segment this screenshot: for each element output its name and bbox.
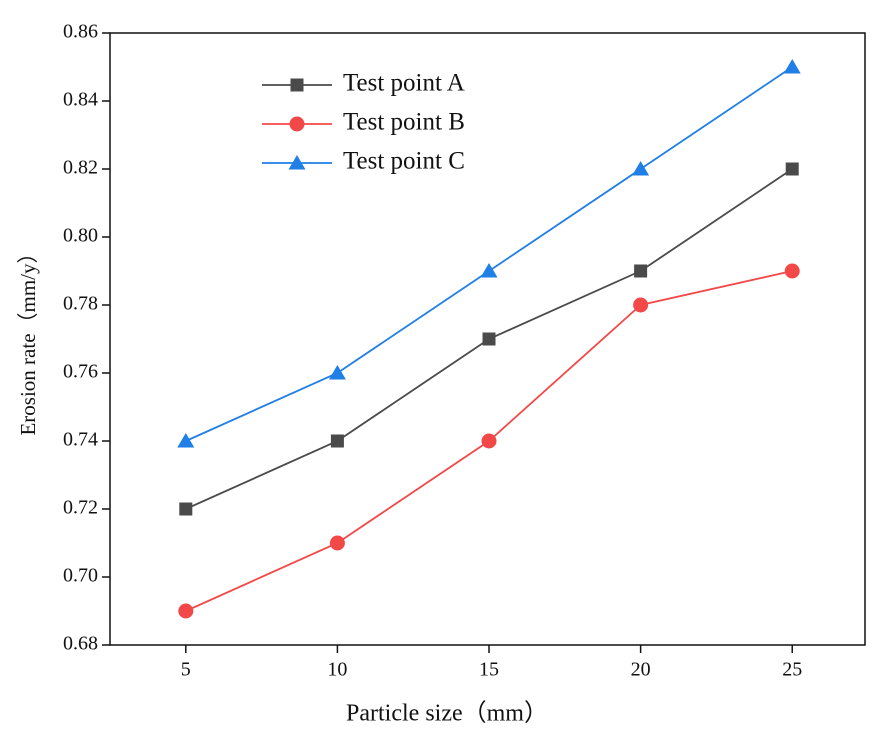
x-tick-label: 20 [631, 659, 651, 681]
x-axis-label: Particle size（mm） [346, 701, 548, 727]
legend-marker [289, 116, 305, 132]
marker [482, 332, 496, 346]
marker [480, 263, 498, 278]
x-tick-label: 5 [181, 659, 191, 681]
x-tick-label: 10 [327, 659, 347, 681]
y-tick-label: 0.80 [63, 225, 98, 247]
y-tick-label: 0.82 [63, 157, 98, 179]
legend-label: Test point B [343, 109, 465, 136]
y-tick-label: 0.74 [63, 429, 98, 451]
y-tick-label: 0.86 [63, 21, 98, 43]
y-tick-label: 0.76 [63, 361, 98, 383]
y-axis-label: Erosion rate（mm/y） [16, 242, 40, 435]
marker [785, 162, 799, 176]
marker [634, 264, 648, 278]
marker [783, 59, 801, 74]
legend-marker [288, 155, 306, 170]
x-tick-label: 25 [782, 659, 802, 681]
y-tick-label: 0.78 [63, 293, 98, 315]
legend-label: Test point C [343, 148, 465, 175]
legend-marker [290, 78, 304, 92]
marker [633, 297, 649, 313]
y-tick-label: 0.68 [63, 633, 98, 655]
plot-frame [109, 32, 866, 646]
y-tick-label: 0.84 [63, 89, 98, 111]
y-tick-label: 0.70 [63, 565, 98, 587]
marker [329, 535, 345, 551]
marker [177, 433, 195, 448]
marker [178, 603, 194, 619]
marker [784, 263, 800, 279]
y-tick-label: 0.72 [63, 497, 98, 519]
legend-label: Test point A [343, 70, 465, 97]
marker [328, 365, 346, 380]
x-tick-label: 15 [479, 659, 499, 681]
marker [330, 434, 344, 448]
marker [632, 161, 650, 176]
marker [481, 433, 497, 449]
marker [179, 502, 193, 516]
